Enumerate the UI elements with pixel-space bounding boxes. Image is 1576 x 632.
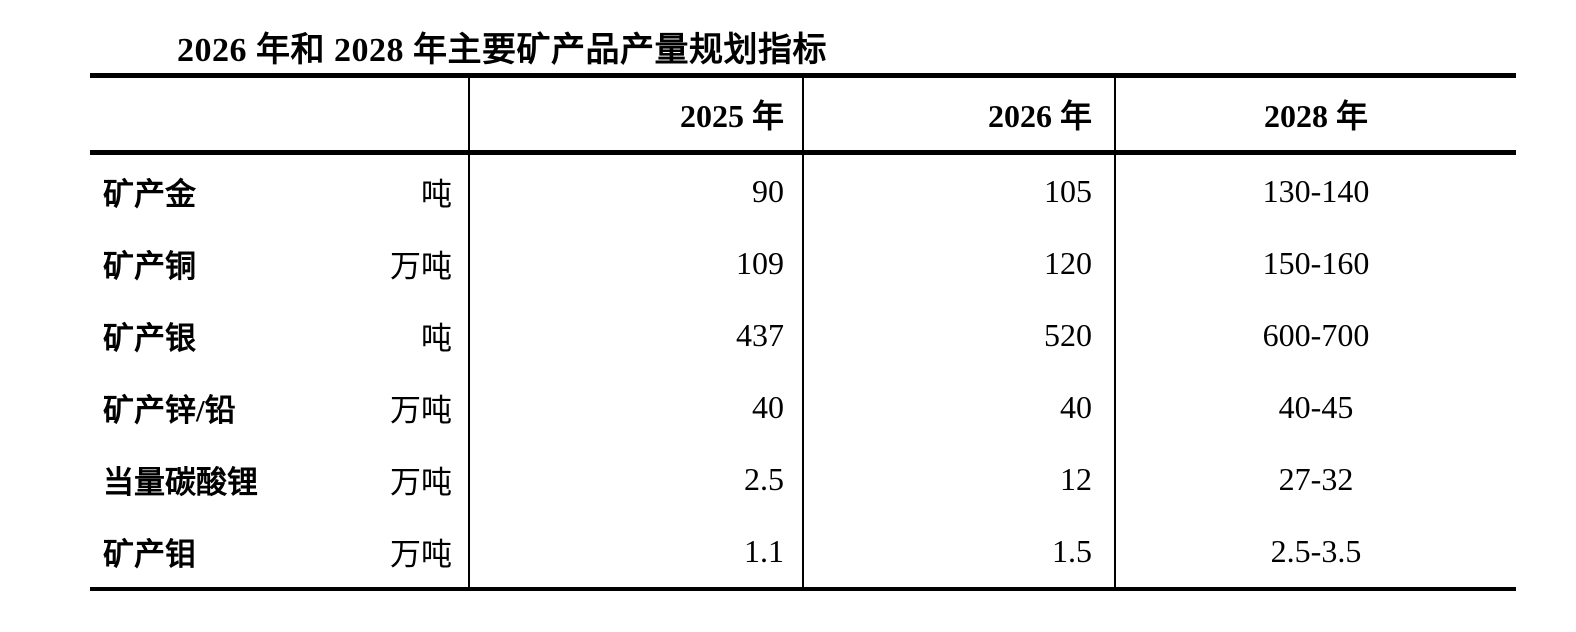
value-2026: 12 <box>803 443 1116 515</box>
product-name: 矿产银 <box>103 320 196 356</box>
year-2028-header: 2028 年 <box>1115 75 1516 155</box>
year-2026-header: 2026 年 <box>803 75 1116 155</box>
value-2028: 150-160 <box>1262 244 1370 281</box>
value-2025: 1.1 <box>469 515 804 589</box>
value-2025: 90 <box>469 152 804 227</box>
value-2028: 40-45 <box>1278 388 1354 425</box>
table-row: 矿产金 吨 90 105 130-140 <box>90 152 1516 227</box>
value-2026: 520 <box>803 299 1116 371</box>
product-name: 矿产锌/铅 <box>103 392 236 428</box>
table-row: 矿产钼 万吨 1.1 1.5 2.5-3.5 <box>90 515 1516 589</box>
value-2025: 40 <box>469 371 804 443</box>
value-2026: 40 <box>803 371 1116 443</box>
table-body: 矿产金 吨 90 105 130-140 矿产铜 万吨 109 120 150-… <box>90 152 1516 589</box>
value-2028: 130-140 <box>1262 172 1370 209</box>
product-unit: 万吨 <box>390 248 452 284</box>
value-2028: 600-700 <box>1262 316 1370 353</box>
value-2026: 105 <box>803 152 1116 227</box>
product-unit: 吨 <box>421 320 452 356</box>
product-name: 矿产铜 <box>103 248 196 284</box>
product-unit: 万吨 <box>390 392 452 428</box>
year-2025-header: 2025 年 <box>469 75 804 155</box>
value-2025: 109 <box>469 227 804 299</box>
product-name: 当量碳酸锂 <box>103 464 258 500</box>
table-row: 矿产银 吨 437 520 600-700 <box>90 299 1516 371</box>
header-row: 2025 年 2026 年 2028 年 <box>90 75 1516 155</box>
value-2025: 2.5 <box>469 443 804 515</box>
product-name: 矿产钼 <box>103 536 196 572</box>
table-row: 矿产铜 万吨 109 120 150-160 <box>90 227 1516 299</box>
value-2028: 2.5-3.5 <box>1270 532 1362 569</box>
value-2026: 120 <box>803 227 1116 299</box>
product-name: 矿产金 <box>103 176 196 212</box>
table-row: 当量碳酸锂 万吨 2.5 12 27-32 <box>90 443 1516 515</box>
product-column-header-empty <box>90 75 470 155</box>
table-row: 矿产锌/铅 万吨 40 40 40-45 <box>90 371 1516 443</box>
value-2025: 437 <box>469 299 804 371</box>
table-header: 2025 年 2026 年 2028 年 <box>90 75 1516 155</box>
product-unit: 万吨 <box>390 536 452 572</box>
table-title: 2026 年和 2028 年主要矿产品产量规划指标 <box>177 32 827 69</box>
product-unit: 万吨 <box>390 464 452 500</box>
value-2026: 1.5 <box>803 515 1116 589</box>
value-2028: 27-32 <box>1278 460 1354 497</box>
product-unit: 吨 <box>421 176 452 212</box>
mineral-production-table: 2025 年 2026 年 2028 年 矿产金 吨 90 105 130-14… <box>90 73 1516 591</box>
